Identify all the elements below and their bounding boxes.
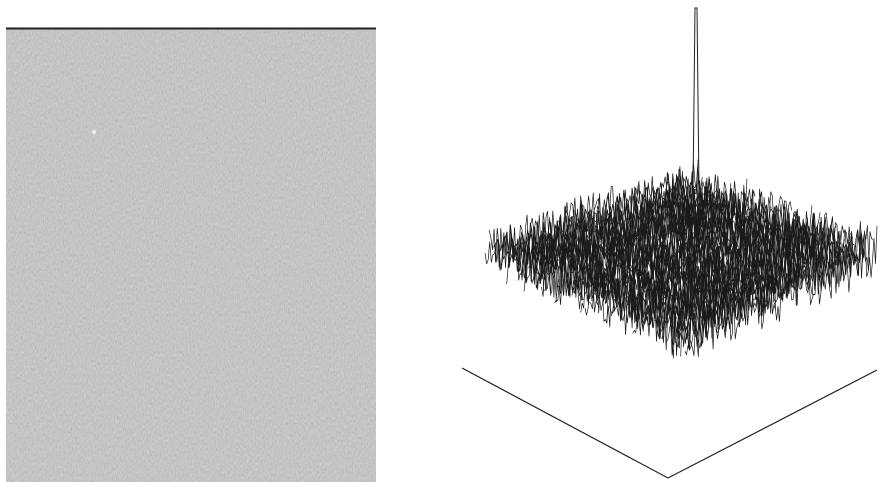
texture-image bbox=[6, 28, 376, 482]
surface-mesh bbox=[485, 160, 877, 359]
surface-plot bbox=[462, 8, 877, 478]
texture-panel bbox=[6, 28, 376, 482]
figure bbox=[0, 0, 881, 482]
plot-floor bbox=[462, 368, 877, 478]
page: (() => { const data = JSON.parse(documen… bbox=[0, 0, 881, 482]
texture-bright-spot bbox=[92, 130, 96, 134]
